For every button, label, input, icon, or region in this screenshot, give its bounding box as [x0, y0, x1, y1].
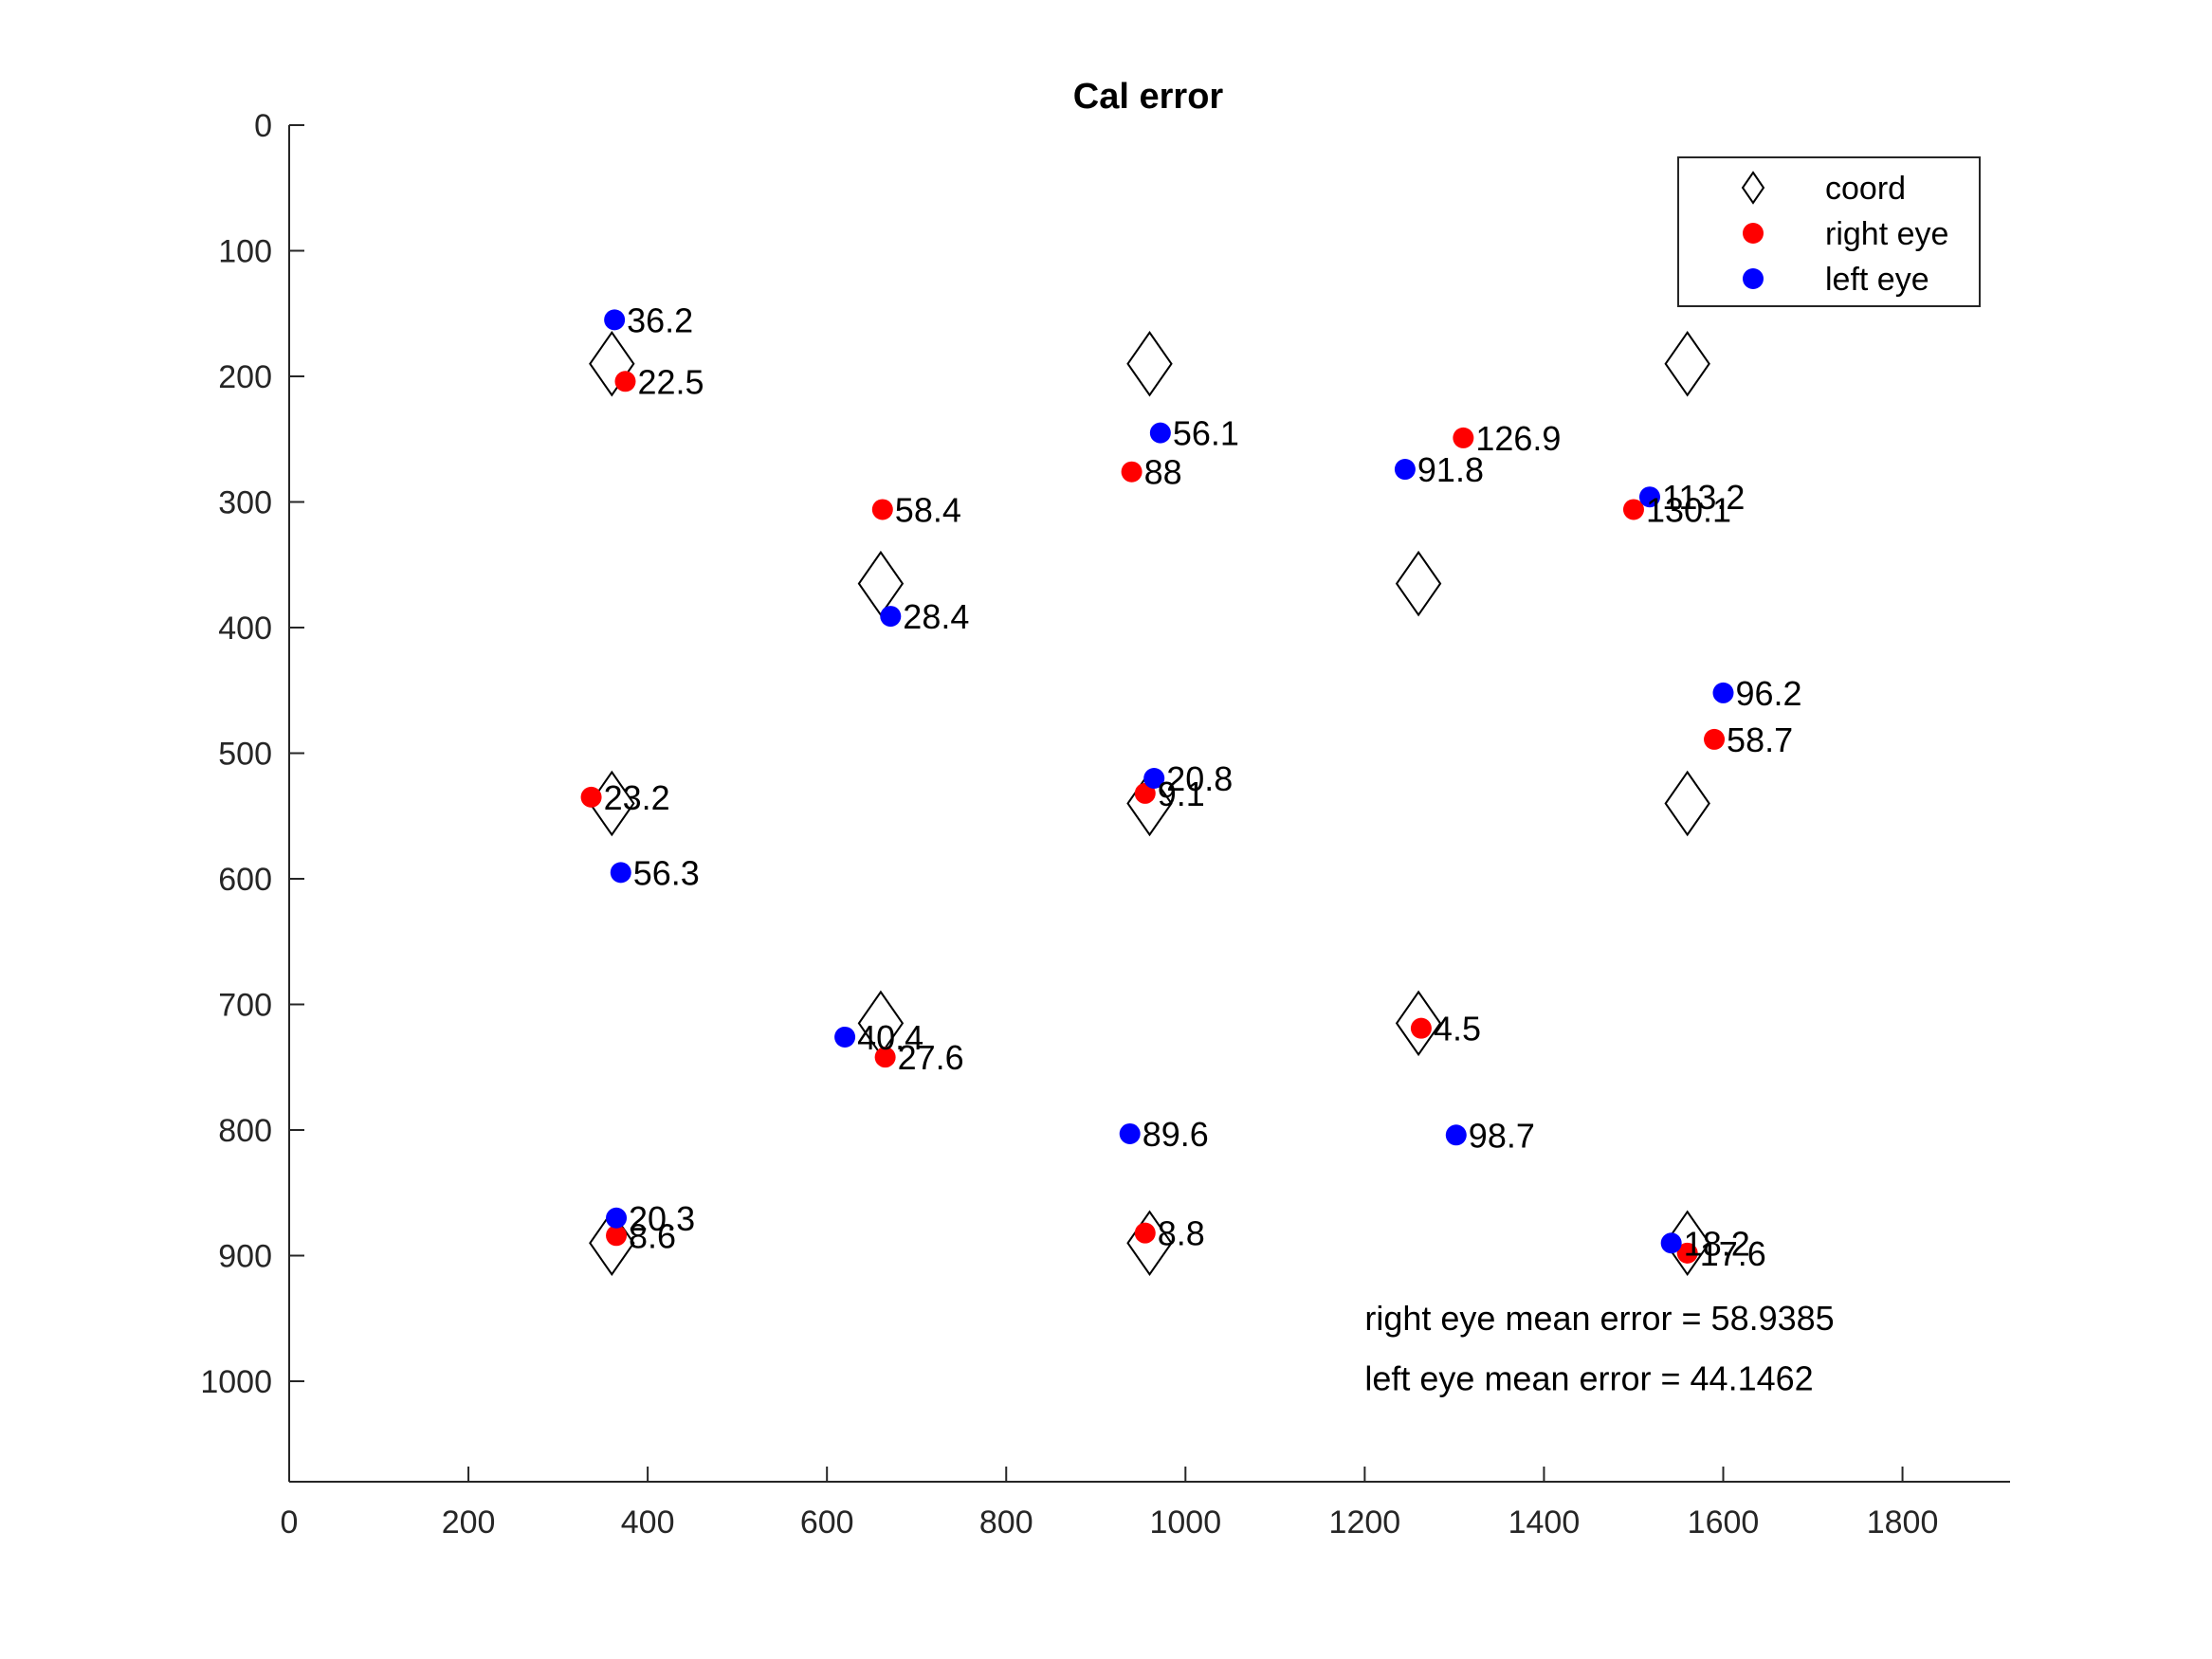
left-eye-point	[880, 606, 902, 628]
annotations: right eye mean error = 58.9385 left eye m…	[1364, 1299, 1834, 1398]
left-eye-point	[610, 862, 631, 884]
left-eye-error-label: 89.6	[1143, 1115, 1209, 1154]
x-tick-label: 800	[979, 1504, 1033, 1540]
coord-marker	[1126, 331, 1173, 397]
coord-marker	[1664, 1210, 1710, 1276]
legend: coord right eye left eye	[1677, 156, 1981, 307]
legend-coord-marker	[1741, 171, 1765, 205]
legend-box	[1677, 156, 1981, 307]
right-eye-point	[1410, 1017, 1432, 1039]
left-eye-error-label: 113.2	[1662, 478, 1745, 517]
right-eye-error-label: 58.7	[1727, 720, 1793, 759]
left-eye-error-label: 36.2	[627, 301, 693, 339]
right-eye-error-label: 22.5	[637, 362, 704, 401]
coord-marker	[589, 1210, 635, 1276]
left-eye-error-label: 40.4	[857, 1018, 923, 1057]
left-eye-point	[1660, 1232, 1682, 1254]
left-eye-error-label: 28.4	[903, 597, 969, 636]
left-eye-mean-error-text: left eye mean error = 44.1462	[1364, 1358, 1813, 1397]
left-eye-error-label: 20.8	[1166, 759, 1233, 798]
right-eye-error-label: 4.5	[1434, 1010, 1481, 1048]
chart-title: Cal error	[1073, 77, 1224, 117]
right-eye-point	[606, 1225, 628, 1247]
legend-label: right eye	[1825, 216, 1948, 252]
x-tick-label: 1800	[1867, 1504, 1939, 1540]
left-eye-point	[834, 1026, 856, 1048]
right-eye-mean-error-text: right eye mean error = 58.9385	[1364, 1299, 1834, 1338]
right-eye-point	[871, 499, 893, 520]
y-tick-label: 1000	[200, 1364, 272, 1400]
right-eye-point	[1676, 1242, 1698, 1264]
left-eye-point	[1149, 422, 1171, 444]
left-eye-point	[1119, 1122, 1141, 1144]
right-eye-error-label: 8.6	[629, 1216, 676, 1255]
y-tick-label: 400	[218, 611, 272, 647]
left-eye-error-label: 96.2	[1736, 674, 1802, 713]
right-eye-error-label: 130.1	[1646, 490, 1731, 529]
right-eye-point	[1453, 427, 1474, 448]
right-eye-point	[1134, 782, 1156, 804]
left-eye-point	[1143, 768, 1165, 789]
coord-marker	[1664, 331, 1710, 397]
right-eye-error-label: 126.9	[1475, 419, 1561, 458]
right-eye-point	[580, 786, 602, 808]
right-eye-error-label: 17.6	[1700, 1234, 1766, 1273]
right-eye-error-label: 58.4	[895, 490, 961, 529]
right-eye-point	[1134, 1222, 1156, 1244]
x-tick-label: 1600	[1688, 1504, 1760, 1540]
y-axis-ticks: 0 100 200 300 400 500 600 700 800 900 1000	[200, 108, 304, 1400]
left-eye-point	[604, 309, 626, 331]
right-eye-point	[874, 1047, 896, 1068]
left-eye-point	[1394, 459, 1416, 481]
y-tick-label: 100	[218, 234, 272, 270]
legend-left-eye-marker	[1743, 268, 1764, 289]
right-eye-point	[1622, 499, 1644, 520]
left-eye-error-label: 20.3	[629, 1199, 695, 1238]
x-tick-label: 1400	[1508, 1504, 1581, 1540]
left-eye-error-label: 91.8	[1417, 450, 1484, 489]
y-tick-label: 0	[254, 108, 272, 144]
left-eye-error-label: 18.2	[1684, 1224, 1750, 1263]
x-tick-label: 1200	[1329, 1504, 1401, 1540]
right-eye-error-label: 88	[1144, 453, 1182, 492]
right-eye-error-label: 27.6	[898, 1038, 964, 1077]
right-eye-error-label: 23.2	[604, 778, 670, 817]
right-eye-error-label: 9.1	[1158, 775, 1205, 813]
right-eye-point	[1121, 461, 1143, 483]
left-eye-point	[1638, 486, 1660, 508]
left-eye-point	[606, 1207, 628, 1229]
left-eye-error-label: 56.3	[633, 853, 700, 892]
x-tick-label: 600	[800, 1504, 854, 1540]
y-tick-label: 800	[218, 1113, 272, 1149]
y-tick-label: 200	[218, 359, 272, 395]
right-eye-error-label: 8.8	[1158, 1214, 1205, 1253]
y-tick-label: 600	[218, 862, 272, 898]
x-tick-label: 0	[281, 1504, 299, 1540]
coord-marker	[1395, 550, 1442, 617]
legend-right-eye-marker	[1743, 223, 1764, 244]
coord-marker	[1664, 770, 1710, 837]
y-tick-label: 500	[218, 737, 272, 773]
plot-marks	[580, 309, 1734, 1276]
x-tick-label: 1000	[1149, 1504, 1221, 1540]
point-labels: 22.5 88 126.9 58.4 130.1 58.7 23.2 9.1 27.6 4.5 8.…	[604, 301, 1802, 1272]
coord-marker	[589, 331, 635, 397]
x-tick-label: 200	[442, 1504, 496, 1540]
y-tick-label: 300	[218, 485, 272, 521]
y-tick-label: 900	[218, 1239, 272, 1275]
left-eye-error-label: 98.7	[1469, 1116, 1535, 1155]
left-eye-error-label: 56.1	[1173, 414, 1239, 453]
right-eye-point	[614, 371, 636, 392]
x-tick-label: 400	[621, 1504, 675, 1540]
legend-label: left eye	[1825, 262, 1929, 298]
legend-label: coord	[1825, 171, 1906, 207]
y-tick-label: 700	[218, 988, 272, 1024]
left-eye-point	[1712, 682, 1734, 703]
x-axis-ticks: 0 200 400 600 800 1000 1200 1400 1600 1800	[281, 1467, 1939, 1540]
coord-marker	[1395, 990, 1442, 1057]
right-eye-point	[1704, 728, 1726, 750]
left-eye-point	[1445, 1124, 1467, 1146]
